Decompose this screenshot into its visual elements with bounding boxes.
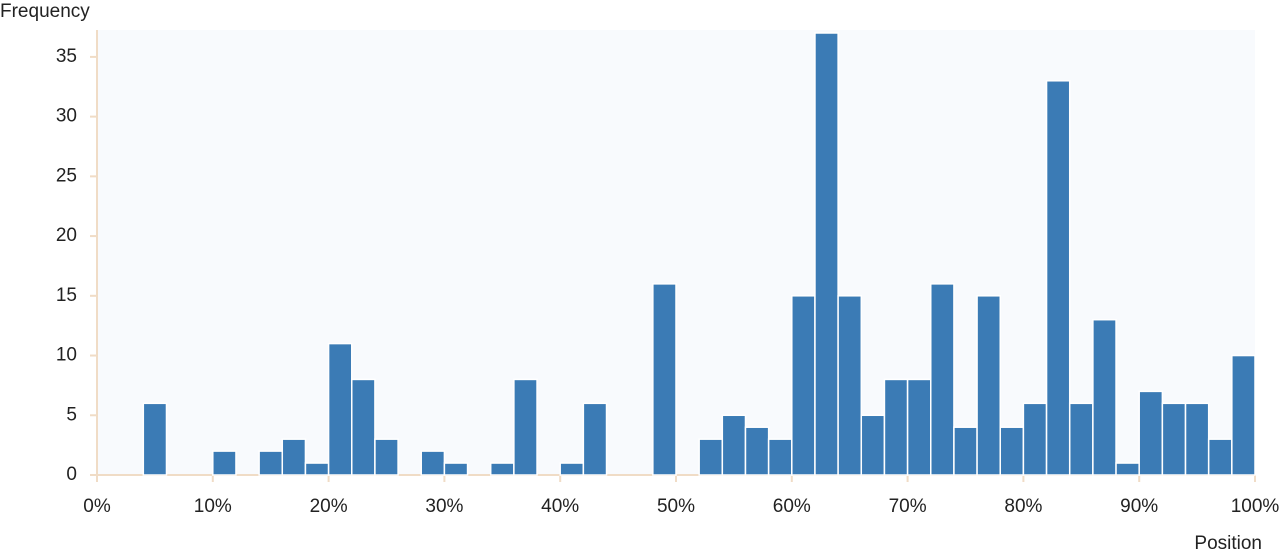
x-axis-title: Position xyxy=(1194,533,1262,553)
bar xyxy=(930,283,955,476)
bar xyxy=(258,450,284,476)
bar xyxy=(1231,354,1256,476)
y-tick-label: 25 xyxy=(56,165,77,186)
x-tick-label: 90% xyxy=(1120,496,1158,517)
x-tick-label: 0% xyxy=(83,496,111,517)
y-tick-label: 35 xyxy=(56,46,77,67)
bar xyxy=(1161,402,1187,476)
bar xyxy=(327,342,353,476)
bar xyxy=(420,450,446,476)
bar xyxy=(767,438,793,476)
bar xyxy=(976,295,1001,476)
bar xyxy=(582,402,608,476)
bar xyxy=(837,295,863,476)
x-tick-label: 30% xyxy=(425,496,463,517)
x-tick-label: 70% xyxy=(889,496,927,517)
bar xyxy=(1115,462,1140,476)
bar xyxy=(652,283,677,476)
bar xyxy=(1184,402,1210,476)
bar xyxy=(1022,402,1048,476)
bar xyxy=(860,414,886,476)
bar xyxy=(374,438,399,476)
y-tick-label: 0 xyxy=(66,464,77,485)
bar xyxy=(281,438,307,476)
y-tick-label: 20 xyxy=(56,225,77,246)
bar xyxy=(953,426,978,476)
bar xyxy=(443,462,469,476)
bar xyxy=(1068,402,1094,476)
bar xyxy=(489,462,515,476)
y-tick-label: 15 xyxy=(56,285,77,306)
bar xyxy=(1207,438,1233,476)
x-tick-label: 10% xyxy=(194,496,232,517)
x-tick-label: 40% xyxy=(541,496,579,517)
bar xyxy=(721,414,747,476)
x-tick-label: 50% xyxy=(657,496,695,517)
bar xyxy=(1092,318,1117,476)
bar xyxy=(351,378,376,476)
y-tick-label: 30 xyxy=(56,106,77,127)
x-tick-label: 100% xyxy=(1231,496,1280,517)
bar xyxy=(142,402,168,476)
x-tick-label: 60% xyxy=(773,496,811,517)
bar xyxy=(1045,80,1071,476)
bar xyxy=(212,450,237,476)
bar xyxy=(513,378,538,476)
bar xyxy=(883,378,909,476)
y-axis-title: Frequency xyxy=(0,1,90,22)
bar xyxy=(1138,390,1164,476)
bar xyxy=(791,295,816,476)
bar xyxy=(744,426,770,476)
y-tick-label: 5 xyxy=(66,404,77,425)
bar xyxy=(698,438,724,476)
y-tick-label: 10 xyxy=(56,345,77,366)
bar xyxy=(304,462,330,476)
bar xyxy=(999,426,1025,476)
bar xyxy=(814,32,839,476)
x-tick-label: 80% xyxy=(1004,496,1042,517)
bar xyxy=(906,378,932,476)
bar xyxy=(559,462,585,476)
x-tick-label: 20% xyxy=(310,496,348,517)
